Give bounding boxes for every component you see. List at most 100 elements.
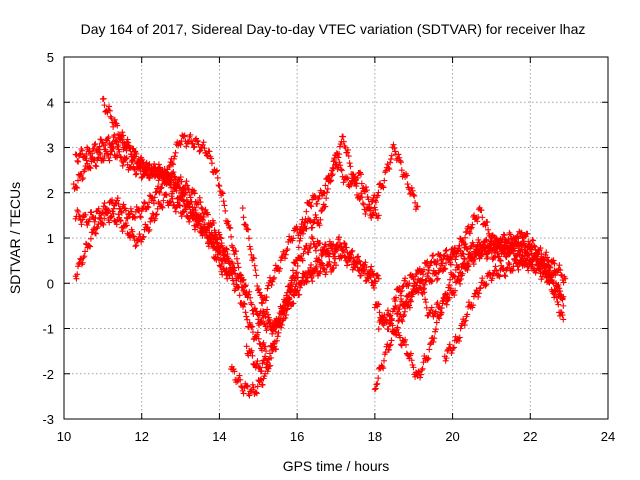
data-point	[120, 159, 127, 166]
data-point	[436, 315, 443, 322]
data-point	[93, 163, 100, 170]
data-point	[147, 218, 154, 225]
data-point	[529, 237, 536, 244]
data-point	[362, 210, 369, 217]
data-point	[157, 185, 164, 192]
data-point	[464, 267, 471, 274]
data-point	[448, 255, 455, 262]
data-point	[190, 187, 197, 194]
data-point	[433, 261, 440, 268]
data-point	[491, 246, 498, 253]
data-point	[243, 343, 250, 350]
data-point	[522, 260, 529, 267]
data-point	[252, 305, 259, 312]
data-point	[308, 234, 315, 241]
data-point	[275, 329, 282, 336]
data-point	[80, 175, 87, 182]
data-point	[296, 230, 303, 237]
series-track-7	[239, 141, 421, 333]
data-point	[543, 249, 550, 256]
data-point	[267, 362, 274, 369]
data-point	[434, 257, 441, 264]
data-point	[422, 299, 429, 306]
data-point	[484, 250, 491, 257]
data-point	[172, 208, 179, 215]
series-track-13	[441, 251, 567, 364]
data-point	[530, 237, 537, 244]
data-point	[259, 381, 266, 388]
data-point	[187, 194, 194, 201]
data-point	[343, 244, 350, 251]
data-point	[234, 260, 241, 267]
data-point	[95, 146, 102, 153]
data-point	[309, 235, 316, 242]
data-point	[255, 286, 262, 293]
data-point	[260, 339, 267, 346]
data-point	[432, 326, 439, 333]
data-point	[527, 244, 534, 251]
data-point	[513, 234, 520, 241]
data-point	[533, 249, 540, 256]
data-point	[79, 259, 86, 266]
data-point	[389, 322, 396, 329]
data-point	[229, 244, 236, 251]
data-point	[312, 211, 319, 218]
data-point	[347, 163, 354, 170]
data-point	[373, 381, 380, 388]
data-point	[277, 315, 284, 322]
data-point	[328, 172, 335, 179]
data-point	[309, 224, 316, 231]
data-point	[236, 372, 243, 379]
data-point	[138, 238, 145, 245]
data-point	[274, 333, 281, 340]
data-point	[519, 252, 526, 259]
data-point	[461, 256, 468, 263]
data-point	[385, 326, 392, 333]
data-point	[506, 261, 513, 268]
x-tick-label: 12	[134, 429, 148, 444]
data-point	[119, 228, 126, 235]
data-point	[388, 152, 395, 159]
data-point	[243, 313, 250, 320]
data-point	[123, 222, 130, 229]
data-point	[487, 237, 494, 244]
data-point	[555, 301, 562, 308]
data-point	[455, 247, 462, 254]
data-point	[482, 282, 489, 289]
data-point	[181, 132, 188, 139]
data-point	[167, 199, 174, 206]
data-point	[289, 267, 296, 274]
data-point	[421, 289, 428, 296]
data-point	[81, 253, 88, 260]
data-point	[340, 138, 347, 145]
data-point	[478, 207, 485, 214]
data-point	[257, 377, 264, 384]
data-point	[162, 191, 169, 198]
data-point	[372, 199, 379, 206]
data-point	[442, 293, 449, 300]
data-point	[353, 183, 360, 190]
data-point	[273, 346, 280, 353]
data-point	[231, 271, 238, 278]
data-point	[432, 308, 439, 315]
data-point	[424, 356, 431, 363]
data-point	[213, 167, 220, 174]
data-point	[419, 365, 426, 372]
data-point	[317, 259, 324, 266]
data-point	[544, 254, 551, 261]
data-point	[95, 205, 102, 212]
data-point	[407, 191, 414, 198]
data-point	[434, 275, 441, 282]
data-point	[215, 182, 222, 189]
data-point	[353, 258, 360, 265]
data-point	[199, 141, 206, 148]
data-point	[106, 157, 113, 164]
data-point	[290, 300, 297, 307]
data-point	[340, 248, 347, 255]
data-point	[344, 175, 351, 182]
data-point	[323, 195, 330, 202]
data-point	[308, 261, 315, 268]
x-tick-label: 20	[445, 429, 459, 444]
data-point	[293, 223, 300, 230]
data-point	[398, 342, 405, 349]
